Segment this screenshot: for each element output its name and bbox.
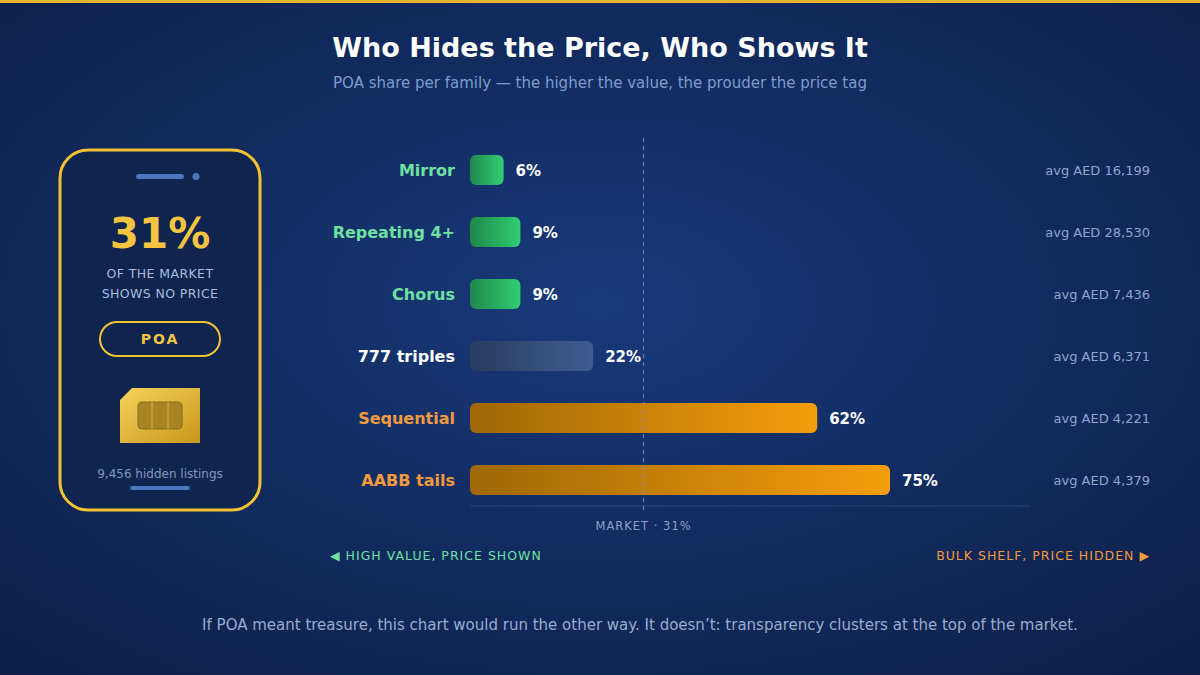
- data-label: 75%: [902, 472, 938, 490]
- footnote: If POA meant treasure, this chart would …: [202, 616, 1078, 634]
- subtitle: POA share per family — the higher the va…: [333, 74, 867, 92]
- sim-chip-line: [167, 402, 169, 429]
- phone-frame: [60, 150, 260, 510]
- bar: [470, 217, 520, 247]
- market-label: MARKET · 31%: [596, 519, 692, 533]
- bar: [470, 465, 890, 495]
- x-axis-line: [470, 506, 1030, 507]
- panel-caption: 9,456 hidden listings: [97, 467, 223, 481]
- sim-chip: [138, 402, 182, 429]
- avg-label: avg AED 6,371: [1053, 349, 1150, 364]
- phone-speaker: [136, 174, 184, 179]
- data-label: 9%: [532, 224, 557, 242]
- right-note: BULK SHELF, PRICE HIDDEN ▶: [936, 548, 1150, 563]
- avg-label: avg AED 16,199: [1045, 163, 1150, 178]
- bar: [470, 279, 520, 309]
- phone-home-bar: [130, 486, 190, 490]
- panel-line: SHOWS NO PRICE: [102, 286, 219, 301]
- title: Who Hides the Price, Who Shows It: [332, 32, 868, 63]
- category-label: Chorus: [392, 285, 455, 304]
- bars: [470, 155, 890, 495]
- panel-line: OF THE MARKET: [107, 266, 214, 281]
- category-label: AABB tails: [361, 471, 455, 490]
- data-label: 62%: [829, 410, 865, 428]
- market-line: [643, 138, 644, 512]
- chart-root: Who Hides the Price, Who Shows It POA sha…: [0, 0, 1200, 675]
- background: [0, 0, 1200, 675]
- category-label: Sequential: [358, 409, 455, 428]
- category-label: Mirror: [399, 161, 455, 180]
- category-label: Repeating 4+: [333, 223, 455, 242]
- sim-chip-line: [151, 402, 153, 429]
- data-label: 9%: [532, 286, 557, 304]
- panel-headline: 31%: [110, 209, 211, 258]
- badge: POA: [141, 331, 180, 347]
- avg-label: avg AED 7,436: [1053, 287, 1150, 302]
- badge-pill: [100, 322, 220, 356]
- data-label: 6%: [516, 162, 541, 180]
- bar: [470, 341, 593, 371]
- bar: [470, 155, 504, 185]
- top-rule: [0, 0, 1200, 3]
- avg-label: avg AED 4,221: [1053, 411, 1150, 426]
- phone-camera: [193, 173, 200, 180]
- left-note: ◀ HIGH VALUE, PRICE SHOWN: [330, 548, 542, 563]
- sim-card: [120, 388, 200, 443]
- avg-label: avg AED 4,379: [1053, 473, 1150, 488]
- category-label: 777 triples: [358, 347, 455, 366]
- data-label: 22%: [605, 348, 641, 366]
- avg-label: avg AED 28,530: [1045, 225, 1150, 240]
